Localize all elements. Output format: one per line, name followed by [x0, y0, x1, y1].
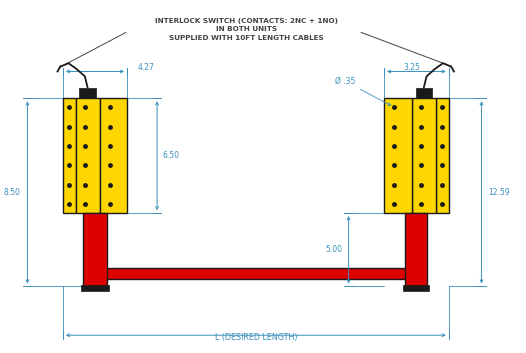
Text: L (DESIRED LENGTH): L (DESIRED LENGTH): [215, 333, 297, 342]
Bar: [99, 98, 127, 213]
Text: 6.50: 6.50: [163, 151, 179, 160]
Bar: [416, 88, 432, 98]
Bar: [405, 213, 427, 286]
Bar: [403, 286, 429, 291]
Bar: [436, 98, 449, 213]
Bar: [63, 98, 76, 213]
Bar: [93, 268, 416, 279]
Text: 5.00: 5.00: [325, 245, 342, 254]
Text: 4.27: 4.27: [138, 62, 155, 72]
Bar: [384, 98, 411, 213]
Bar: [76, 98, 99, 213]
Text: 12.59: 12.59: [488, 188, 510, 197]
Bar: [79, 88, 96, 98]
Text: 3.25: 3.25: [403, 62, 420, 72]
Text: Ø .35: Ø .35: [335, 77, 391, 106]
Bar: [83, 213, 107, 286]
Bar: [81, 286, 109, 291]
Text: 8.50: 8.50: [4, 188, 21, 197]
Text: INTERLOCK SWITCH (CONTACTS: 2NC + 1NO)
IN BOTH UNITS
SUPPLIED WITH 10FT LENGTH C: INTERLOCK SWITCH (CONTACTS: 2NC + 1NO) I…: [155, 18, 338, 41]
Bar: [411, 98, 436, 213]
